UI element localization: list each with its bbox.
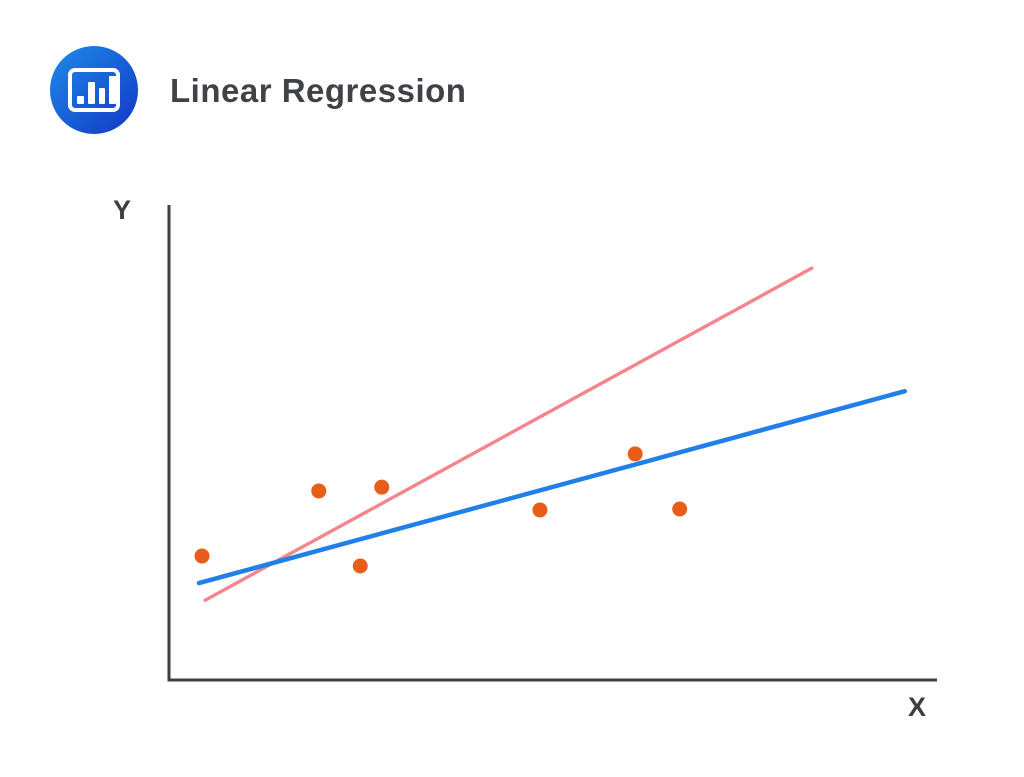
bar-chart-icon-bar [98,88,106,104]
data-point [194,548,210,564]
header: Linear Regression [50,46,466,134]
bar-chart-icon-bar [77,96,84,104]
bar-chart-icon-bar [109,76,116,104]
data-point [374,479,390,495]
bar-chart-icon [68,68,120,112]
data-point [352,558,368,574]
logo-badge [50,46,138,134]
candidate-line-pink [203,266,814,602]
x-axis-label: X [908,692,927,722]
best-fit-line-blue [196,388,907,586]
data-point [311,483,327,499]
data-point [627,446,643,462]
y-axis-label: Y [113,195,132,225]
data-point [672,501,688,517]
page-title: Linear Regression [170,71,467,109]
data-point [532,502,548,518]
bar-chart-icon-bar [87,82,95,104]
